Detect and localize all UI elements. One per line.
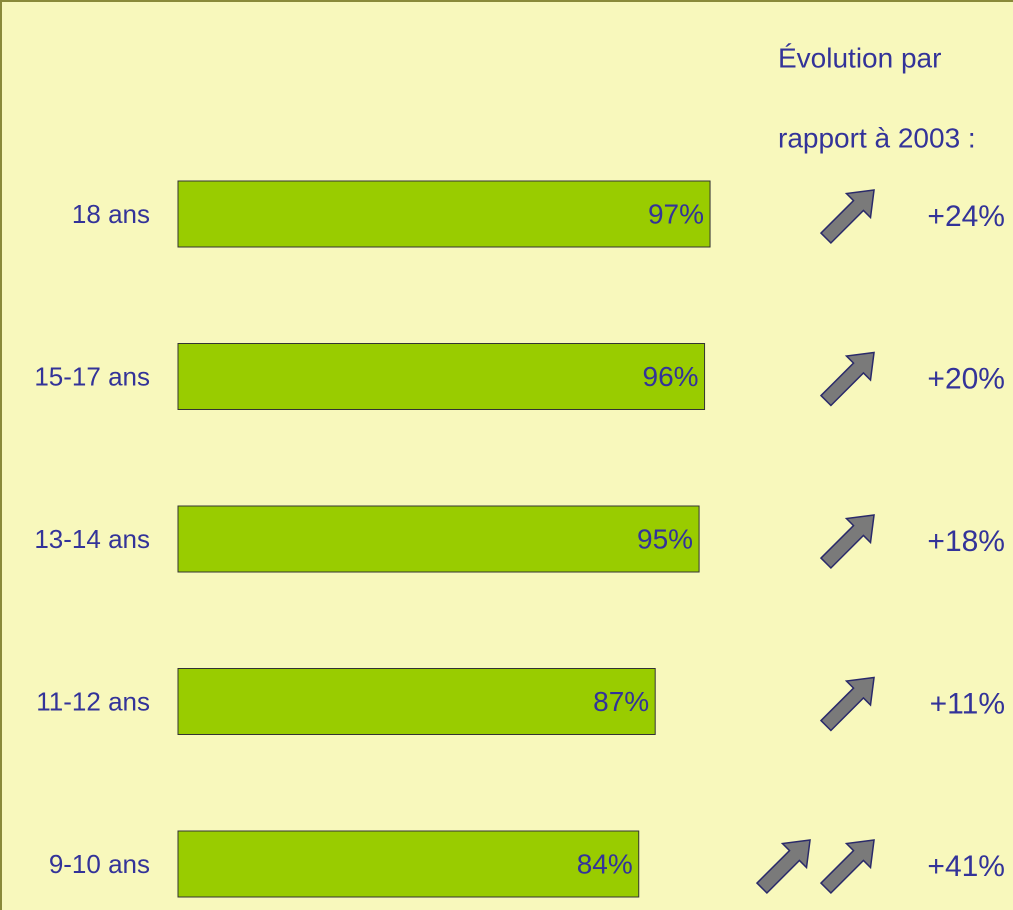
arrow-shape bbox=[819, 676, 875, 732]
side-title: rapport à 2003 : bbox=[778, 122, 976, 153]
category-label: 18 ans bbox=[72, 199, 150, 229]
evolution-label: +11% bbox=[930, 687, 1005, 720]
value-label: 84% bbox=[577, 848, 633, 879]
value-label: 97% bbox=[648, 198, 704, 229]
bar bbox=[177, 830, 640, 898]
arrow-shape bbox=[819, 514, 875, 570]
arrow-shape bbox=[819, 189, 875, 245]
category-label: 13-14 ans bbox=[34, 524, 150, 554]
arrow-icon bbox=[819, 514, 875, 570]
bar bbox=[177, 180, 711, 248]
evolution-label: +18% bbox=[927, 525, 1005, 558]
bar bbox=[177, 505, 700, 573]
evolution-label: +24% bbox=[927, 200, 1005, 233]
bar bbox=[177, 343, 706, 410]
evolution-label: +41% bbox=[927, 850, 1005, 883]
arrow-icon bbox=[819, 351, 875, 407]
arrow-icon bbox=[755, 839, 811, 895]
arrow-icon bbox=[819, 839, 875, 895]
arrow-shape bbox=[819, 351, 875, 407]
arrow-shape bbox=[819, 839, 875, 895]
category-label: 11-12 ans bbox=[36, 686, 150, 716]
bar bbox=[177, 668, 656, 735]
category-label: 9-10 ans bbox=[49, 849, 150, 879]
category-label: 15-17 ans bbox=[34, 361, 150, 391]
arrow-icon bbox=[819, 189, 875, 245]
side-title: Évolution par bbox=[778, 42, 941, 73]
value-label: 96% bbox=[643, 361, 699, 392]
value-label: 95% bbox=[637, 523, 693, 554]
value-label: 87% bbox=[593, 686, 649, 717]
arrow-icon bbox=[819, 676, 875, 732]
evolution-label: +20% bbox=[927, 362, 1005, 395]
arrow-shape bbox=[755, 839, 811, 895]
